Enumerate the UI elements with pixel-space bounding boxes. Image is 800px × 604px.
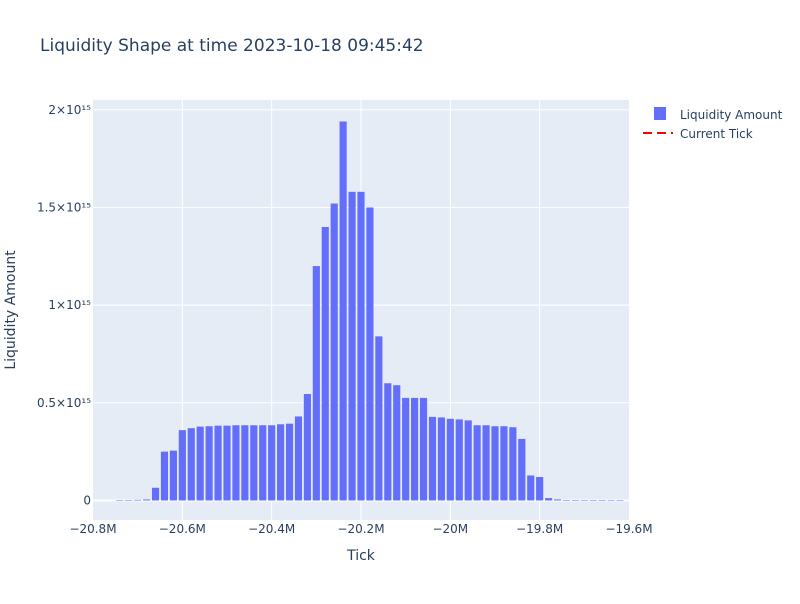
bar[interactable]	[545, 498, 553, 501]
bar[interactable]	[250, 425, 258, 501]
legend-label-current-tick: Current Tick	[680, 127, 753, 141]
bar[interactable]	[482, 425, 490, 501]
bar[interactable]	[214, 425, 222, 501]
bar[interactable]	[160, 451, 169, 501]
bar[interactable]	[616, 500, 624, 501]
bar[interactable]	[151, 487, 160, 501]
bar[interactable]	[134, 499, 142, 501]
bar[interactable]	[536, 477, 544, 501]
bar[interactable]	[527, 475, 535, 501]
y-tick-label: 0	[83, 493, 91, 507]
y-tick-label: 0.5×10¹⁵	[37, 396, 91, 410]
bar[interactable]	[437, 417, 445, 501]
x-tick-label: −20M	[432, 522, 468, 536]
x-tick-label: −19.8M	[516, 522, 563, 536]
bar[interactable]	[446, 418, 454, 501]
bar[interactable]	[464, 420, 472, 501]
bar[interactable]	[598, 500, 606, 501]
bar[interactable]	[580, 500, 588, 501]
bar-series	[116, 121, 624, 501]
bar[interactable]	[196, 426, 204, 501]
bar[interactable]	[607, 500, 615, 501]
bar[interactable]	[205, 426, 213, 501]
bar[interactable]	[375, 336, 383, 501]
bar[interactable]	[223, 425, 231, 501]
x-tick-label: −20.4M	[248, 522, 295, 536]
bar[interactable]	[241, 425, 249, 501]
bar[interactable]	[330, 203, 338, 501]
bar[interactable]	[491, 426, 499, 501]
bar[interactable]	[321, 226, 329, 501]
bar[interactable]	[411, 397, 419, 501]
legend-item-liquidity-amount[interactable]: Liquidity Amount	[654, 107, 783, 122]
bar[interactable]	[169, 450, 177, 501]
bar[interactable]	[589, 500, 597, 501]
bar[interactable]	[500, 426, 508, 501]
y-tick-label: 1.5×10¹⁵	[37, 200, 91, 214]
y-axis-ticks: 0 0.5×10¹⁵ 1×10¹⁵ 1.5×10¹⁵ 2×10¹⁵	[37, 103, 91, 508]
bar[interactable]	[294, 416, 303, 501]
x-axis-title: Tick	[346, 548, 376, 564]
x-axis-ticks: −20.8M −20.6M −20.4M −20.2M −20M −19.8M −19.6M	[69, 522, 652, 536]
bar[interactable]	[428, 416, 437, 501]
bar[interactable]	[116, 500, 124, 501]
bar[interactable]	[178, 430, 186, 501]
bar[interactable]	[285, 423, 294, 501]
x-tick-label: −20.2M	[337, 522, 384, 536]
bar[interactable]	[571, 500, 579, 501]
y-tick-label: 1×10¹⁵	[48, 298, 91, 312]
y-axis-title: Liquidity Amount	[3, 250, 19, 370]
bar[interactable]	[232, 425, 240, 501]
bar[interactable]	[277, 424, 285, 501]
bar[interactable]	[384, 383, 392, 501]
bar[interactable]	[419, 397, 428, 501]
chart-title: Liquidity Shape at time 2023-10-18 09:45…	[40, 36, 424, 56]
legend-swatch-liquidity-amount	[654, 107, 666, 120]
bar[interactable]	[187, 428, 195, 501]
bar[interactable]	[562, 500, 571, 501]
bar[interactable]	[125, 500, 133, 501]
bar[interactable]	[393, 385, 401, 501]
bar[interactable]	[303, 394, 311, 501]
x-tick-label: −20.6M	[159, 522, 206, 536]
bar[interactable]	[312, 266, 320, 501]
bar[interactable]	[339, 121, 347, 501]
y-tick-label: 2×10¹⁵	[48, 103, 91, 117]
bar[interactable]	[366, 207, 374, 501]
bar[interactable]	[509, 427, 517, 501]
bar[interactable]	[268, 425, 276, 501]
x-tick-label: −20.8M	[69, 522, 116, 536]
bar[interactable]	[143, 499, 151, 501]
legend: Liquidity Amount Current Tick	[643, 107, 783, 141]
bar[interactable]	[402, 397, 410, 501]
bar[interactable]	[518, 438, 526, 501]
legend-label-liquidity-amount: Liquidity Amount	[680, 108, 783, 122]
bar[interactable]	[455, 419, 463, 501]
x-tick-label: −19.6M	[605, 522, 652, 536]
bar[interactable]	[259, 425, 267, 501]
bar[interactable]	[348, 191, 356, 501]
bar[interactable]	[553, 499, 562, 501]
legend-item-current-tick[interactable]: Current Tick	[643, 127, 753, 141]
bar[interactable]	[357, 191, 365, 501]
bar[interactable]	[473, 425, 481, 501]
